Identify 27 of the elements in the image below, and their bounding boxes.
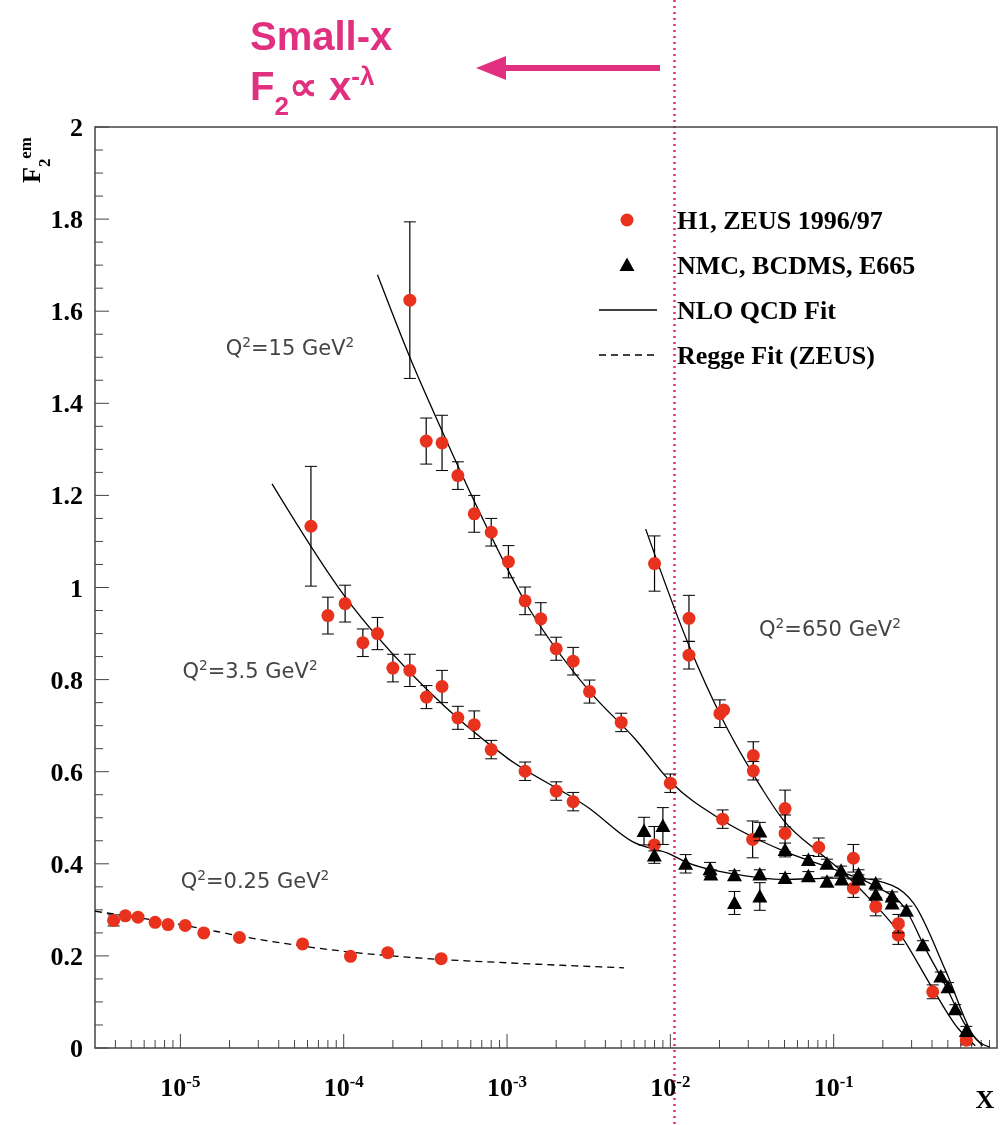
legend-label: NMC, BCDMS, E665	[677, 251, 916, 280]
legend-label: H1, ZEUS 1996/97	[677, 206, 883, 235]
x-tick-label: 10$^{-5}$	[160, 1071, 201, 1102]
annotation: Q$^{2}$=3.5 GeV$^{2}$	[182, 657, 318, 683]
x-tick-label: 10$^{-4}$	[323, 1071, 365, 1102]
y-tick-label: 0.6	[50, 757, 83, 787]
text: Small-x	[250, 14, 393, 58]
y-tick-label: 1.6	[50, 297, 83, 327]
y-tick-label: 1.8	[50, 205, 83, 235]
annotation: Q$^{2}$=15 GeV$^{2}$	[225, 334, 355, 360]
y-tick-label: 0.4	[50, 849, 83, 879]
legend-label: NLO QCD Fit	[677, 296, 837, 325]
y-tick-label: 1.2	[50, 481, 83, 511]
legend-label: Regge Fit (ZEUS)	[677, 341, 875, 370]
y-tick-label: 0.8	[50, 665, 83, 695]
y-tick-label: 0	[70, 1034, 83, 1063]
text: F$_{2}$∝ x$^{-λ}$	[250, 61, 375, 121]
annotation: Q$^{2}$=0.25 GeV$^{2}$	[180, 867, 330, 893]
annotation: Q$^{2}$=650 GeV$^{2}$	[759, 615, 901, 641]
x-tick-label: 10$^{-3}$	[487, 1071, 528, 1102]
x-tick-label: 10$^{-2}$	[650, 1071, 691, 1102]
x-tick-label: 10$^{-1}$	[813, 1071, 854, 1102]
x-axis-title: X	[975, 1085, 995, 1114]
y-tick-label: 2	[70, 113, 83, 142]
y-tick-label: 1.4	[50, 389, 83, 419]
y-tick-label: 0.2	[50, 941, 83, 971]
y-tick-label: 1	[70, 573, 83, 603]
